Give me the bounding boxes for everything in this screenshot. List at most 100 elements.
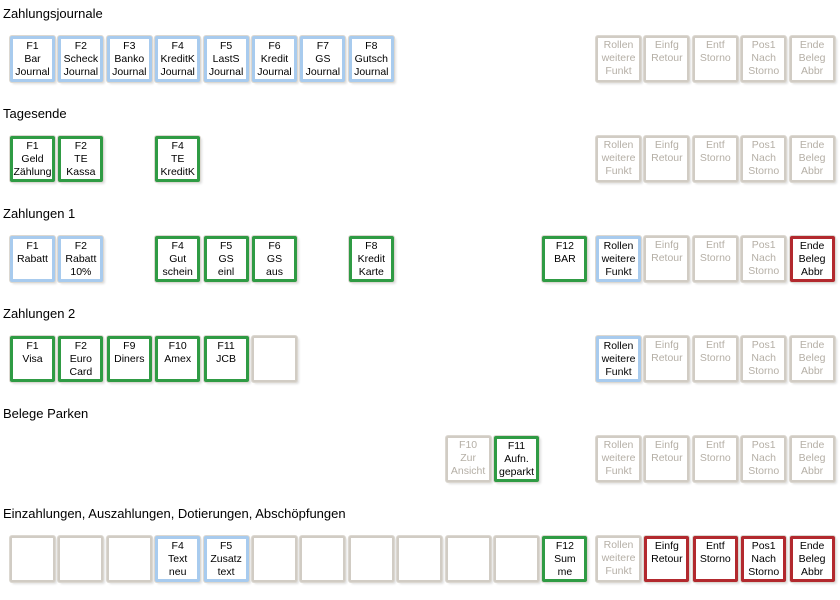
key-label-line: weitere xyxy=(601,253,636,265)
key-label-line: Abbr xyxy=(801,566,824,578)
key-f8-gutsch-journal[interactable]: F8 Gutsch Journal xyxy=(348,36,394,82)
key-label-line: weitere xyxy=(601,552,636,564)
section-title: Einzahlungen, Auszahlungen, Dotierungen,… xyxy=(3,506,346,521)
key-ende-beleg-abbr: Ende Beleg Abbr xyxy=(789,436,835,482)
key-f2-euro-card[interactable]: F2 Euro Card xyxy=(58,336,104,382)
key-f11-aufn-geparkt[interactable]: F11 Aufn. geparkt xyxy=(494,436,539,482)
key-label-line: Storno xyxy=(699,52,731,64)
key-entf-storno: Entf Storno xyxy=(692,136,738,182)
key-label-line: Pos1 xyxy=(751,39,776,51)
key-label-line: Pos1 xyxy=(751,339,776,351)
key-empty-slot xyxy=(397,536,443,582)
key-label-line: Pos1 xyxy=(751,239,776,251)
key-f1-bar-journal[interactable]: F1 Bar Journal xyxy=(10,36,55,82)
key-label-line: F7 xyxy=(316,40,330,52)
key-label-line: Journal xyxy=(354,66,389,78)
key-ende-beleg-abbr[interactable]: Ende Beleg Abbr xyxy=(789,236,835,282)
key-label-line: Storno xyxy=(748,165,780,177)
key-label-line: Einfg xyxy=(654,239,679,251)
section-einzahlungen-auszahlungen-dotierungen-absch-pfungen: Einzahlungen, Auszahlungen, Dotierungen,… xyxy=(0,500,840,600)
key-einfg-retour[interactable]: Einfg Retour xyxy=(644,536,690,582)
key-ende-beleg-abbr: Ende Beleg Abbr xyxy=(789,36,835,82)
key-empty-slot xyxy=(252,536,297,582)
key-f4-text-neu[interactable]: F4 Text neu xyxy=(155,536,201,582)
key-f5-lasts-journal[interactable]: F5 LastS Journal xyxy=(203,36,249,82)
key-row: F1 Visa F2 Euro Card F9 Diners F10 Amex F11 JCB Rol… xyxy=(0,300,840,400)
key-label-line: Abbr xyxy=(801,365,824,377)
key-f12-summe[interactable]: F12 Sum me xyxy=(542,536,588,582)
key-f4-kreditk-journal[interactable]: F4 KreditK Journal xyxy=(155,36,201,82)
key-f3-banko-journal[interactable]: F3 Banko Journal xyxy=(106,36,152,82)
key-label-line: F5 xyxy=(219,40,233,52)
key-f6-kredit-journal[interactable]: F6 Kredit Journal xyxy=(252,36,297,82)
section-belege-parken: Belege Parken F10 Zur Ansicht F11 Aufn. gepark… xyxy=(0,400,840,500)
key-f1-visa[interactable]: F1 Visa xyxy=(10,336,55,382)
key-empty-slot xyxy=(106,536,152,582)
key-rollen-weitere-funkt: Rollen weitere Funkt xyxy=(596,536,641,582)
key-f1-geld-zaehlung[interactable]: F1 Geld Zählung xyxy=(10,136,55,182)
key-f2-rabatt-10[interactable]: F2 Rabatt 10% xyxy=(58,236,104,282)
section-title: Zahlungen 2 xyxy=(3,306,76,321)
key-label-line: Retour xyxy=(651,452,683,464)
key-entf-storno[interactable]: Entf Storno xyxy=(692,536,738,582)
key-rollen-weitere-funkt[interactable]: Rollen weitere Funkt xyxy=(596,336,641,382)
key-label-line: TE xyxy=(74,153,88,165)
key-label-line: Zusatz xyxy=(210,553,242,565)
key-label-line: Journal xyxy=(112,66,147,78)
key-f1-rabatt[interactable]: F1 Rabatt xyxy=(10,236,55,282)
key-label-line: Funkt xyxy=(605,65,632,77)
key-label-line: Funkt xyxy=(605,565,632,577)
key-label-line: GS xyxy=(315,53,331,65)
key-f5-gs-einl[interactable]: F5 GS einl xyxy=(203,236,249,282)
key-label-line: Nach xyxy=(751,52,776,64)
key-label-line: Funkt xyxy=(605,465,632,477)
key-f6-gs-aus[interactable]: F6 GS aus xyxy=(252,236,297,282)
key-label-line: F5 xyxy=(219,540,233,552)
key-label-line: Abbr xyxy=(801,266,824,278)
section-title: Zahlungen 1 xyxy=(3,206,76,221)
key-f11-jcb[interactable]: F11 JCB xyxy=(203,336,249,382)
key-f2-te-kassa[interactable]: F2 TE Kassa xyxy=(58,136,104,182)
key-label-line: Einfg xyxy=(654,540,679,552)
key-label-line: Bar xyxy=(24,53,41,65)
key-label-line: einl xyxy=(217,266,235,278)
key-label-line: Entf xyxy=(705,139,725,151)
key-label-line: F2 xyxy=(74,140,88,152)
key-ende-beleg-abbr[interactable]: Ende Beleg Abbr xyxy=(789,536,835,582)
key-label-line: Banko xyxy=(114,53,145,65)
key-label-line: Retour xyxy=(651,252,683,264)
key-label-line: F9 xyxy=(123,340,136,352)
key-row: F4 Text neu F5 Zusatz text F12 Sum me Rollen weite… xyxy=(0,500,840,600)
key-label-line: F1 xyxy=(26,240,39,252)
key-label-line: LastS xyxy=(212,53,240,65)
key-rollen-weitere-funkt[interactable]: Rollen weitere Funkt xyxy=(596,236,641,282)
key-label-line: Geld xyxy=(21,153,44,165)
key-label-line: F6 xyxy=(268,40,281,52)
key-pos1-nach-storno[interactable]: Pos1 Nach Storno xyxy=(741,536,787,582)
key-f4-gutschein[interactable]: F4 Gut schein xyxy=(155,236,201,282)
key-label-line: weitere xyxy=(601,152,636,164)
key-rollen-weitere-funkt: Rollen weitere Funkt xyxy=(596,136,641,182)
key-label-line: Abbr xyxy=(801,465,824,477)
section-title: Tagesende xyxy=(3,106,67,121)
key-f4-te-kreditk[interactable]: F4 TE KreditK xyxy=(155,136,201,182)
key-label-line: Kassa xyxy=(66,166,96,178)
key-label-line: Kredit xyxy=(357,253,386,265)
key-f2-scheck-journal[interactable]: F2 Scheck Journal xyxy=(58,36,104,82)
key-f12-bar[interactable]: F12 BAR xyxy=(542,236,588,282)
key-label-line: Rollen xyxy=(603,539,634,551)
key-f10-amex[interactable]: F10 Amex xyxy=(155,336,201,382)
key-f9-diners[interactable]: F9 Diners xyxy=(106,336,152,382)
key-label-line: F11 xyxy=(217,340,235,352)
key-f7-gs-journal[interactable]: F7 GS Journal xyxy=(300,36,346,82)
key-label-line: Rollen xyxy=(603,439,634,451)
key-label-line: GS xyxy=(218,253,234,265)
key-label-line: Retour xyxy=(651,152,683,164)
key-f8-kredit-karte[interactable]: F8 Kredit Karte xyxy=(348,236,394,282)
key-label-line: Scheck xyxy=(63,53,99,65)
key-label-line: Journal xyxy=(305,66,341,78)
key-f5-zusatz-text[interactable]: F5 Zusatz text xyxy=(203,536,249,582)
key-label-line: F1 xyxy=(26,340,39,352)
key-label-line: F6 xyxy=(268,240,281,252)
key-empty-slot xyxy=(252,336,297,382)
